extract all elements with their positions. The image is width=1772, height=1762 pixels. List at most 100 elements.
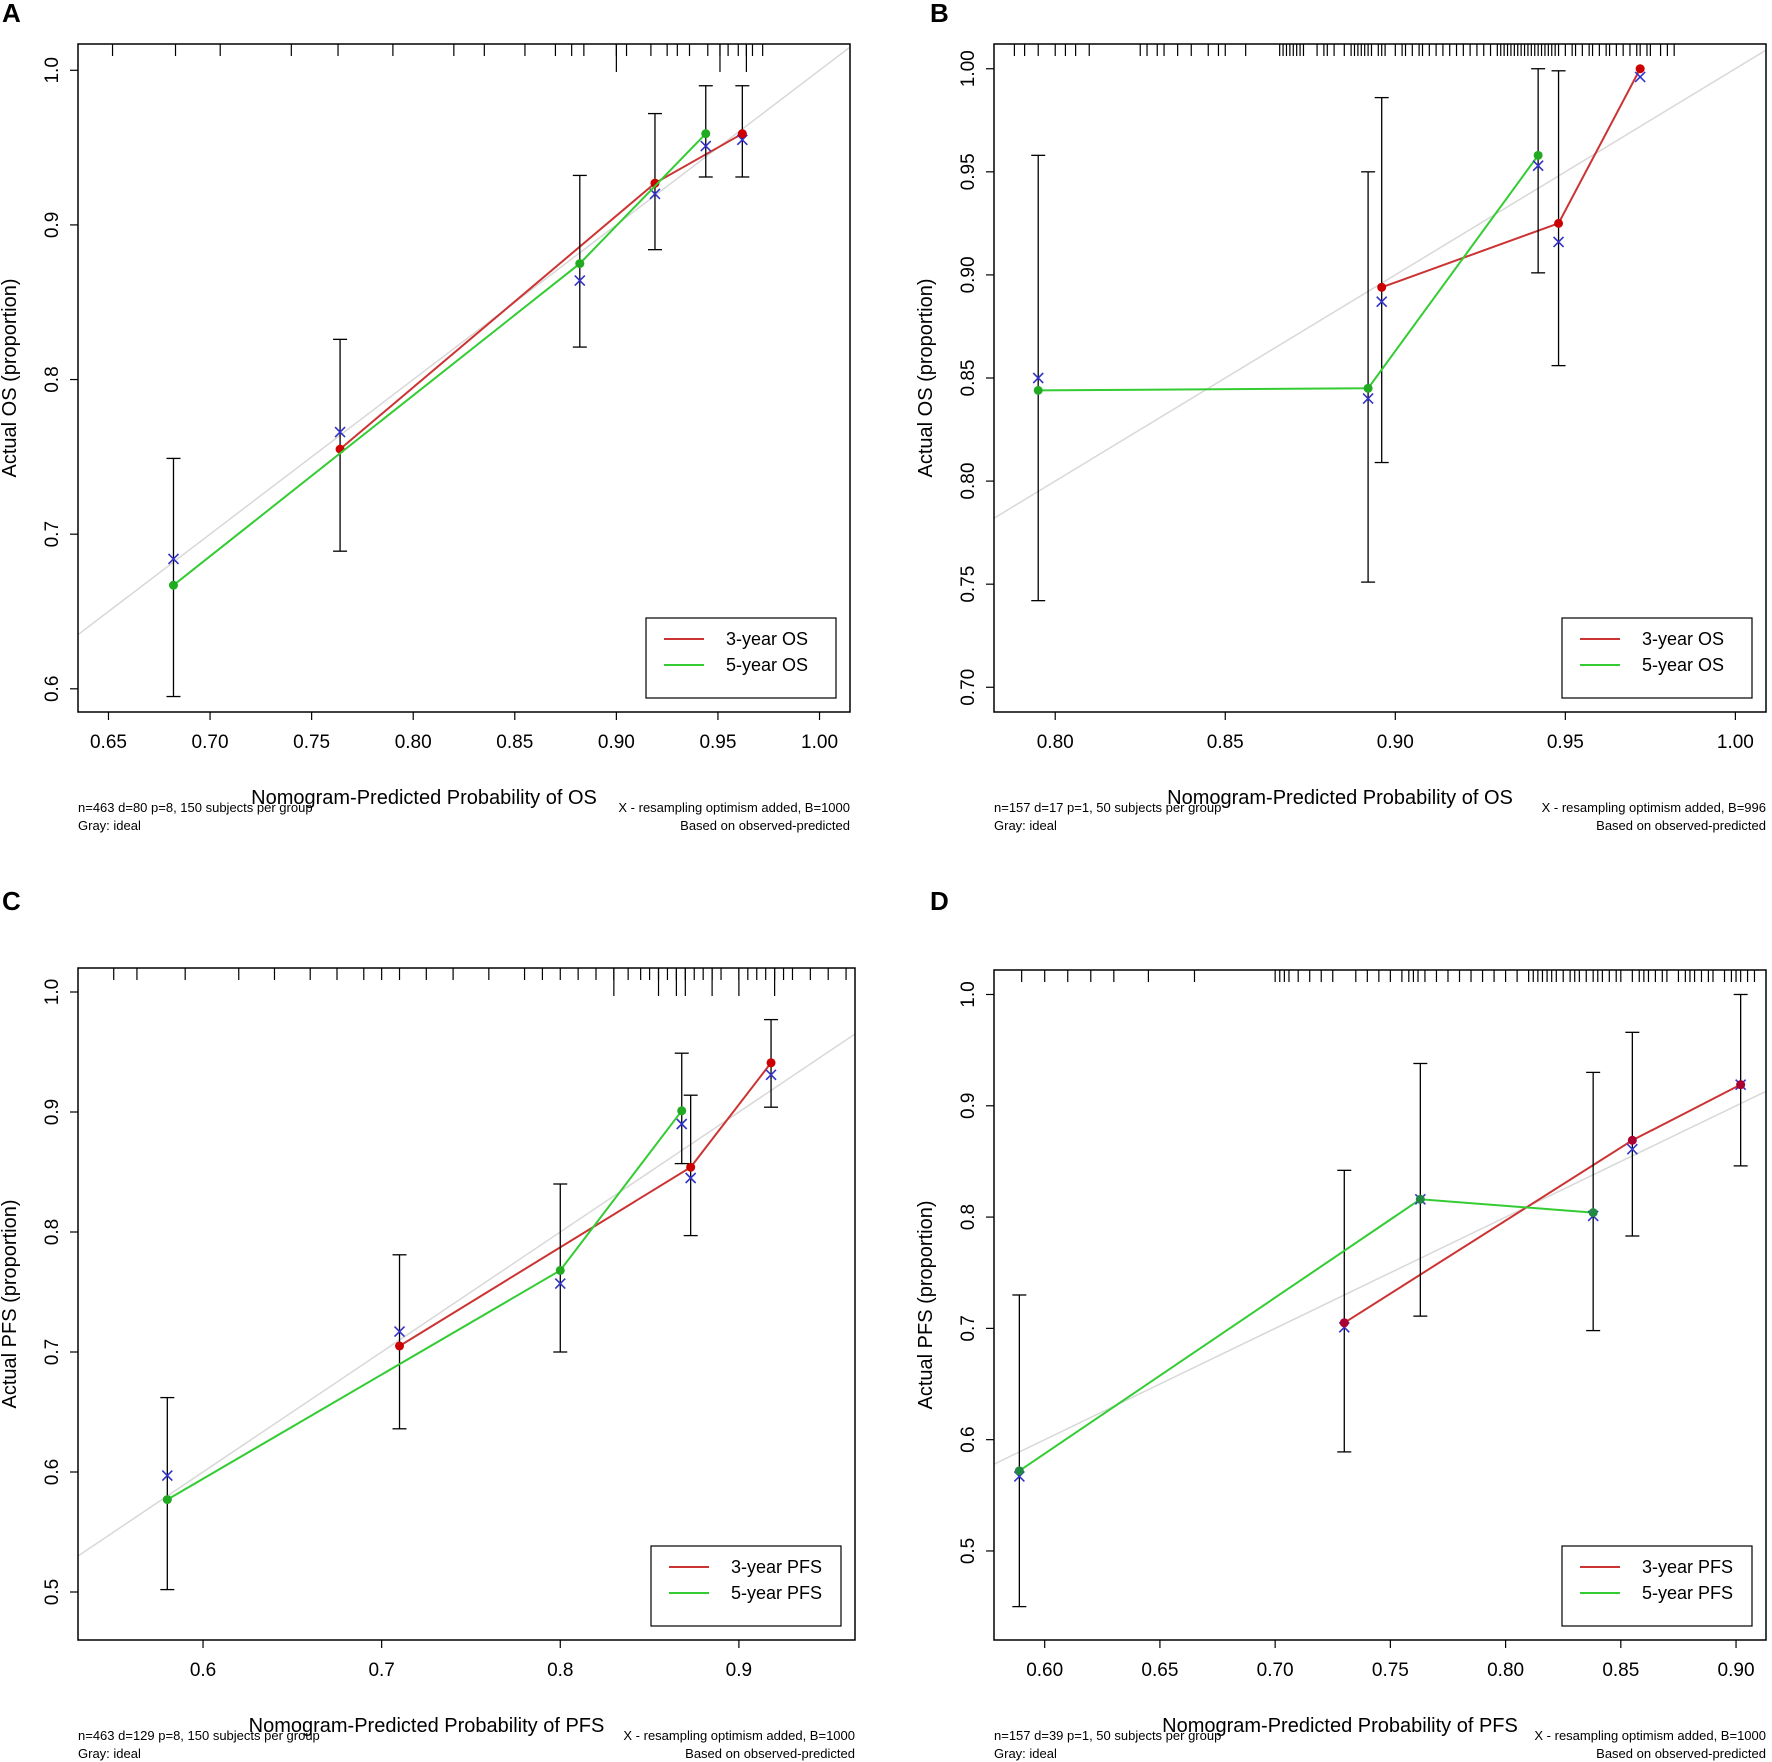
x-tick-label: 0.95 <box>1547 732 1584 753</box>
footnote-left: Gray: ideal <box>994 818 1057 833</box>
corrected-marker <box>1532 160 1544 172</box>
panel-letter: D <box>930 886 949 916</box>
y-tick-label: 1.00 <box>958 50 979 87</box>
legend: 3-year OS 5-year OS <box>645 617 837 699</box>
corrected-marker <box>1032 372 1044 384</box>
legend-label: 3-year OS <box>1642 629 1724 649</box>
y-axis-title: Actual OS (proportion) <box>915 279 937 478</box>
panel-letter: C <box>2 886 21 916</box>
data-point <box>1339 1318 1349 1328</box>
footnote-left: Gray: ideal <box>994 1746 1057 1761</box>
x-tick-label: 0.85 <box>496 732 533 753</box>
footnote-left: n=463 d=129 p=8, 150 subjects per group <box>78 1728 320 1743</box>
legend-label: 5-year OS <box>726 655 808 675</box>
series-short <box>392 1018 779 1430</box>
footnote-left: Gray: ideal <box>78 1746 141 1761</box>
corrected-marker <box>676 1118 688 1130</box>
x-tick-label: 0.80 <box>395 732 432 753</box>
x-tick-label: 1.00 <box>1717 732 1754 753</box>
data-point <box>1627 1135 1637 1145</box>
data-point <box>555 1265 565 1275</box>
series-long <box>1031 68 1546 602</box>
data-point <box>737 129 747 139</box>
legend-label: 5-year OS <box>1642 655 1724 675</box>
legend-label: 5-year PFS <box>731 1583 822 1603</box>
y-axis-title: Actual PFS (proportion) <box>0 1200 21 1409</box>
series-short <box>1337 993 1748 1453</box>
x-tick-label: 0.8 <box>547 1660 573 1681</box>
panel-a: A 0.65 0.70 0.75 0.80 0.85 0.90 0.95 1.00 0.6 0.7 0… <box>0 0 851 833</box>
data-point <box>1014 1466 1024 1476</box>
legend: 3-year PFS 5-year PFS <box>650 1545 842 1627</box>
corrected-marker <box>1634 71 1646 83</box>
data-point <box>1736 1080 1746 1090</box>
series-short <box>333 85 750 552</box>
footnote-left: n=157 d=17 p=1, 50 subjects per group <box>994 800 1221 815</box>
y-tick-label: 0.5 <box>958 1538 979 1564</box>
x-axis-title: Nomogram-Predicted Probability of OS <box>251 787 597 809</box>
x-tick-label: 0.95 <box>699 732 736 753</box>
y-tick-label: 0.7 <box>42 521 63 547</box>
corrected-marker <box>1552 236 1565 248</box>
x-tick-label: 1.00 <box>801 732 838 753</box>
panel-d: D 0.60 0.65 0.70 0.75 0.80 0.85 0.90 0.5 0.6 0.7 0.… <box>915 886 1767 1761</box>
data-point <box>677 1106 687 1116</box>
footnote-left: n=463 d=80 p=8, 150 subjects per group <box>78 800 313 815</box>
y-tick-label: 0.6 <box>42 1459 63 1485</box>
corrected-marker <box>685 1172 697 1184</box>
y-axis-title: Actual PFS (proportion) <box>915 1201 937 1410</box>
legend: 3-year PFS 5-year PFS <box>1561 1545 1753 1627</box>
series-long <box>1012 1062 1601 1608</box>
data-point <box>766 1058 776 1068</box>
corrected-marker <box>167 553 180 565</box>
corrected-marker <box>1626 1143 1638 1155</box>
corrected-marker <box>161 1470 173 1482</box>
x-tick-label: 0.60 <box>1026 1660 1063 1681</box>
data-point <box>1363 383 1373 393</box>
x-tick-label: 0.65 <box>1141 1660 1178 1681</box>
y-tick-label: 0.8 <box>42 366 63 392</box>
plot-frame <box>993 43 1767 713</box>
x-tick-label: 0.75 <box>293 732 330 753</box>
footnote-left: Gray: ideal <box>78 818 141 833</box>
corrected-marker <box>1376 296 1388 308</box>
x-tick-label: 0.75 <box>1372 1660 1409 1681</box>
corrected-marker <box>554 1278 566 1290</box>
y-tick-label: 0.9 <box>42 212 63 238</box>
x-tick-label: 0.9 <box>726 1660 752 1681</box>
plot-frame <box>77 967 856 1641</box>
legend: 3-year OS 5-year OS <box>1561 617 1753 699</box>
plot-frame <box>993 969 1767 1641</box>
y-axis-title: Actual OS (proportion) <box>0 279 21 478</box>
y-tick-label: 1.0 <box>42 57 63 83</box>
series-line <box>166 1110 683 1501</box>
y-tick-label: 0.90 <box>958 256 979 293</box>
data-point <box>168 580 178 590</box>
ideal-line <box>78 46 850 636</box>
x-tick-label: 0.85 <box>1602 1660 1639 1681</box>
series-short <box>1374 64 1646 464</box>
panel-letter: B <box>930 0 949 28</box>
y-tick-label: 0.9 <box>42 1099 63 1125</box>
y-tick-label: 0.8 <box>42 1219 63 1245</box>
data-point <box>1533 150 1543 160</box>
y-tick-label: 0.6 <box>42 676 63 702</box>
data-point <box>701 129 711 139</box>
corrected-marker <box>574 275 586 287</box>
footnote-right: X - resampling optimism added, B=1000 <box>1534 1728 1766 1743</box>
data-point <box>1635 64 1645 74</box>
x-axis-title: Nomogram-Predicted Probability of PFS <box>1162 1715 1518 1737</box>
data-point <box>162 1495 172 1505</box>
x-tick-label: 0.90 <box>1718 1660 1755 1681</box>
y-tick-label: 0.80 <box>958 463 979 500</box>
rug-marks <box>111 44 764 72</box>
x-tick-label: 0.65 <box>90 732 127 753</box>
x-tick-label: 0.70 <box>192 732 229 753</box>
y-tick-label: 0.95 <box>958 153 979 190</box>
footnote-right: X - resampling optimism added, B=1000 <box>618 800 850 815</box>
legend-box <box>1561 1545 1753 1627</box>
data-point <box>650 178 660 188</box>
ideal-line <box>78 1033 855 1557</box>
x-tick-label: 0.7 <box>368 1660 394 1681</box>
